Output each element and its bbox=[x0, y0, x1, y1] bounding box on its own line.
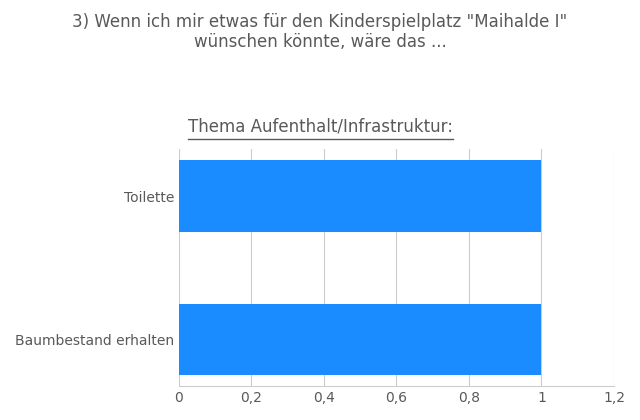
Text: 3) Wenn ich mir etwas für den Kinderspielplatz "Maihalde I"
wünschen könnte, wär: 3) Wenn ich mir etwas für den Kinderspie… bbox=[72, 13, 568, 51]
Text: Thema Aufenthalt/Infrastruktur:: Thema Aufenthalt/Infrastruktur: bbox=[188, 118, 452, 136]
Bar bbox=[179, 304, 541, 375]
Bar bbox=[179, 160, 541, 232]
